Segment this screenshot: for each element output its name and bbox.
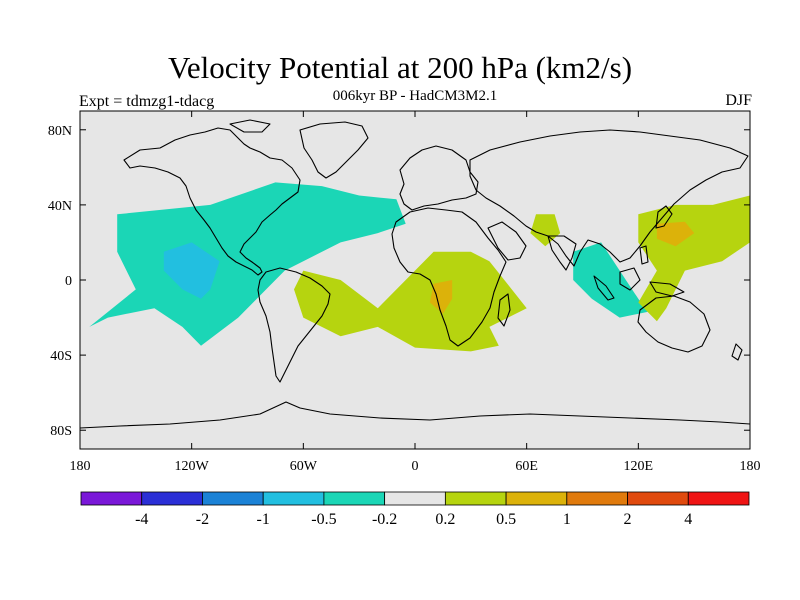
map-axes: 80N 40N 0 40S 80S 180 120W 60W 0 60E 120E 180: [48, 111, 761, 474]
y-tick-label: 0: [65, 274, 72, 289]
region-north-africa-positive: [530, 214, 561, 247]
coast-greenland: [299, 121, 369, 179]
coast-borneo: [619, 267, 641, 291]
coast-asia: [469, 129, 749, 267]
chart-subtitle: 006kyr BP - HadCM3M2.1: [332, 88, 498, 104]
chart-title: Velocity Potential at 200 hPa (km2/s): [167, 50, 633, 85]
coastlines: [80, 119, 750, 429]
colorbar-label: -2: [196, 511, 209, 528]
experiment-label: Expt = tdmzg1-tdacg: [79, 93, 215, 110]
x-tick-label: 180: [740, 459, 761, 474]
coast-japan: [655, 205, 673, 229]
coast-australia: [637, 295, 711, 353]
colorbar-swatch: [384, 491, 446, 506]
x-tick-label: 120W: [175, 459, 210, 474]
colorbar-swatch: [687, 491, 750, 506]
region-north-pacific-america-atlantic-negative: [89, 182, 406, 346]
y-tick-label: 40S: [50, 349, 72, 364]
colorbar-swatch: [627, 491, 689, 506]
colorbar-swatch: [262, 491, 325, 506]
region-maritime-continent-negative: [573, 242, 648, 318]
coast-india: [547, 235, 577, 271]
colorbar-label: -4: [135, 511, 148, 528]
colorbar: -4 -2 -1 -0.5 -0.2 0.2 0.5 1 2 4: [80, 491, 750, 528]
colorbar-label: 0.5: [496, 511, 516, 528]
map-area: [80, 111, 750, 449]
colorbar-label: 1: [563, 511, 571, 528]
colorbar-label: -0.2: [372, 511, 397, 528]
region-central-africa-max: [429, 280, 453, 314]
coast-philippines: [639, 245, 649, 265]
season-label: DJF: [725, 92, 752, 109]
x-tick-label: 120E: [624, 459, 654, 474]
colorbar-swatch: [80, 491, 143, 506]
coast-new-guinea: [649, 281, 685, 297]
colorbar-label: -1: [257, 511, 270, 528]
colorbar-swatch: [141, 491, 203, 506]
colorbar-label: 4: [684, 511, 692, 528]
y-tick-label: 80S: [50, 424, 72, 439]
colorbar-swatch: [566, 491, 628, 506]
coast-europe: [399, 145, 479, 211]
coast-madagascar: [497, 293, 511, 327]
coast-north-america: [123, 127, 301, 276]
region-east-pacific-core: [163, 242, 220, 299]
x-tick-label: 180: [70, 459, 91, 474]
y-tick-label: 40N: [48, 199, 72, 214]
y-tick-label: 80N: [48, 124, 72, 139]
colorbar-swatch: [323, 491, 386, 506]
colorbar-label: -0.5: [311, 511, 336, 528]
coast-new-zealand: [731, 343, 743, 361]
colorbar-label: 2: [624, 511, 632, 528]
colorbar-swatch: [444, 491, 507, 506]
region-atlantic-africa-indian-positive: [294, 251, 527, 352]
x-tick-label: 60W: [290, 459, 318, 474]
coast-arctic-islands: [229, 119, 271, 133]
x-tick-label: 60E: [515, 459, 538, 474]
coast-antarctica: [80, 401, 750, 429]
coast-arabia: [487, 221, 527, 261]
colorbar-label: 0.2: [435, 511, 455, 528]
x-tick-label: 0: [412, 459, 419, 474]
coast-south-america: [257, 267, 331, 383]
coast-sumatra: [593, 275, 615, 301]
colorbar-swatch: [505, 491, 568, 506]
region-west-pacific-max: [656, 221, 695, 247]
contour-fill-layer: [89, 182, 750, 352]
coast-africa: [391, 207, 507, 347]
colorbar-swatch: [202, 491, 264, 506]
